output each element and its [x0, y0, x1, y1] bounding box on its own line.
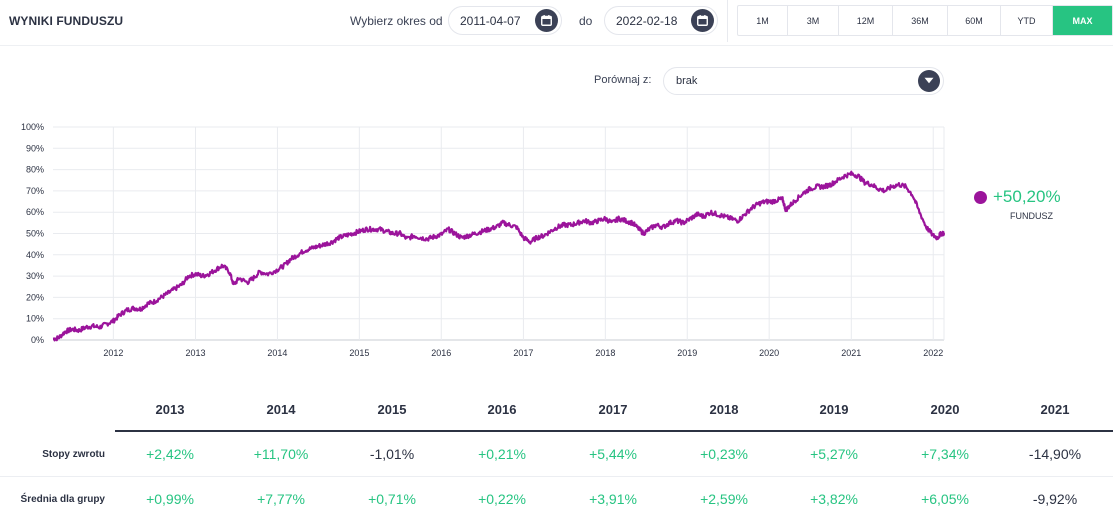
date-from-value: 2011-04-07: [460, 14, 521, 28]
table-cell: +0,22%: [478, 491, 526, 507]
x-tick-label: 2015: [349, 348, 369, 358]
x-tick-label: 2021: [841, 348, 861, 358]
row-label: Średnia dla grupy: [20, 494, 105, 505]
calendar-icon[interactable]: [691, 9, 714, 32]
year-header: 2016: [487, 402, 517, 417]
year-header: 2019: [819, 402, 849, 417]
y-tick-label: 10%: [26, 314, 44, 324]
legend-marker: [974, 191, 987, 204]
table-cell: +0,21%: [478, 446, 526, 462]
table-header-divider: [115, 430, 1113, 432]
x-tick-label: 2012: [103, 348, 123, 358]
y-tick-label: 70%: [26, 186, 44, 196]
y-tick-label: 30%: [26, 271, 44, 281]
x-axis: 2012 2013 2014 2015 2016 2017 2018 2019 2020 2021…: [103, 348, 943, 358]
x-tick-label: 2020: [759, 348, 779, 358]
y-tick-label: 60%: [26, 207, 44, 217]
table-cell: +3,91%: [589, 491, 637, 507]
year-header: 2013: [155, 402, 185, 417]
chart-grid: [53, 126, 945, 341]
x-tick-label: 2014: [267, 348, 287, 358]
period-button-1m[interactable]: 1M: [738, 6, 788, 35]
compare-value: brak: [676, 75, 698, 87]
year-header: 2015: [377, 402, 407, 417]
range-from-label: Wybierz okres od: [350, 14, 443, 28]
x-tick-label: 2022: [923, 348, 943, 358]
page-title: WYNIKI FUNDUSZU: [9, 14, 124, 28]
series-line-fundusz: [52, 170, 946, 342]
legend-value: +50,20%: [993, 187, 1061, 206]
table-cell: +0,99%: [146, 491, 194, 507]
x-tick-label: 2016: [431, 348, 451, 358]
table-cell: +0,71%: [368, 491, 416, 507]
x-tick-label: 2017: [513, 348, 533, 358]
header-divider: [0, 45, 1113, 46]
year-header: 2020: [930, 402, 960, 417]
divider: [727, 0, 728, 42]
table-cell: +6,05%: [921, 491, 969, 507]
compare-label: Porównaj z:: [594, 74, 652, 86]
table-cell: +7,34%: [921, 446, 969, 462]
row-label: Stopy zwrotu: [42, 449, 105, 460]
period-button-ytd[interactable]: YTD: [1001, 6, 1053, 35]
table-cell: +2,59%: [700, 491, 748, 507]
table-cell: -1,01%: [369, 446, 415, 462]
calendar-icon[interactable]: [535, 9, 558, 32]
series-layer: [52, 170, 946, 342]
table-cell: +3,82%: [810, 491, 858, 507]
performance-chart: 0%10%20%30%40%50%60%70%80%90%100% 2012 20…: [21, 122, 946, 358]
x-tick-label: 2013: [185, 348, 205, 358]
period-button-36m[interactable]: 36M: [893, 6, 948, 35]
period-button-12m[interactable]: 12M: [839, 6, 893, 35]
compare-select[interactable]: brak: [663, 67, 944, 95]
y-tick-label: 100%: [21, 122, 44, 132]
period-button-3m[interactable]: 3M: [788, 6, 839, 35]
y-tick-label: 20%: [26, 292, 44, 302]
period-selector: 1M 3M 12M 36M 60M YTD MAX: [737, 5, 1113, 36]
y-tick-label: 40%: [26, 250, 44, 260]
row-divider: [0, 476, 1113, 477]
x-tick-label: 2019: [677, 348, 697, 358]
year-header: 2018: [709, 402, 739, 417]
y-axis: 0% 10% 20% 30% 40% 50% 60% 70% 80% 90% 100%: [21, 122, 44, 345]
table-cell: +5,44%: [589, 446, 637, 462]
y-tick-label: 0%: [31, 335, 44, 345]
year-header: 2017: [598, 402, 628, 417]
table-cell: +5,27%: [810, 446, 858, 462]
year-header: 2014: [266, 402, 296, 417]
date-to-value: 2022-02-18: [616, 14, 678, 28]
range-to-label: do: [579, 14, 593, 28]
top-bar: WYNIKI FUNDUSZU Wybierz okres od 2011-04…: [0, 0, 1113, 42]
date-from-field[interactable]: 2011-04-07: [448, 6, 562, 35]
chevron-down-icon[interactable]: [918, 70, 940, 92]
table-cell: -14,90%: [1028, 446, 1082, 462]
y-tick-label: 80%: [26, 165, 44, 175]
period-button-max[interactable]: MAX: [1053, 6, 1112, 35]
table-cell: -9,92%: [1032, 491, 1078, 507]
y-tick-label: 90%: [26, 143, 44, 153]
table-cell: +11,70%: [253, 446, 309, 462]
date-to-field[interactable]: 2022-02-18: [604, 6, 718, 35]
legend-label: FUNDUSZ: [1010, 211, 1053, 221]
table-cell: +0,23%: [700, 446, 748, 462]
table-cell: +2,42%: [146, 446, 194, 462]
year-header: 2021: [1040, 402, 1070, 417]
period-button-60m[interactable]: 60M: [948, 6, 1001, 35]
table-cell: +7,77%: [257, 491, 305, 507]
y-tick-label: 50%: [26, 229, 44, 239]
x-tick-label: 2018: [595, 348, 615, 358]
